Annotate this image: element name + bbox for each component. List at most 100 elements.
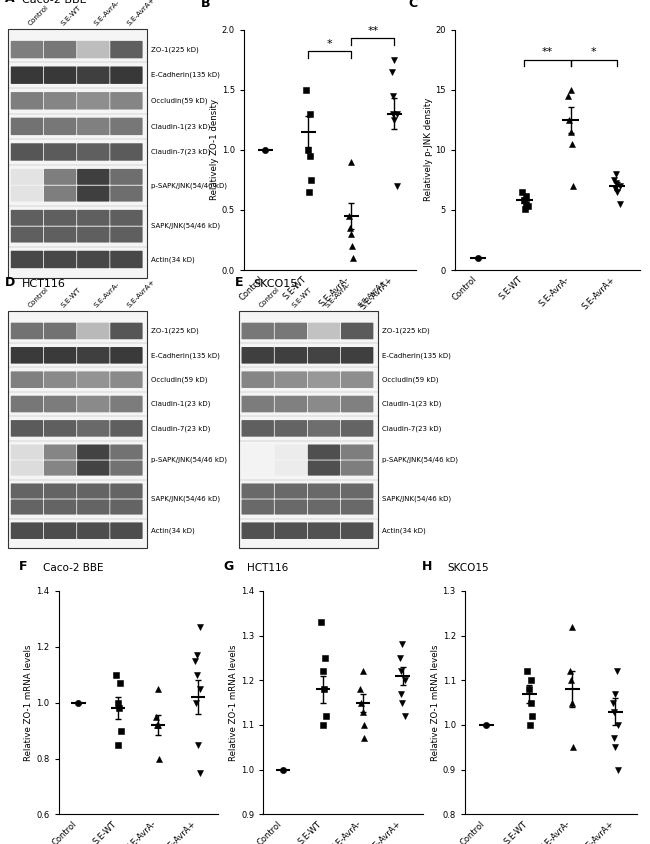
Y-axis label: Relative ZO-1 mRNA levels: Relative ZO-1 mRNA levels [25,644,33,761]
FancyBboxPatch shape [275,322,307,339]
Text: Claudin-1(23 kD): Claudin-1(23 kD) [151,123,210,130]
FancyBboxPatch shape [11,41,43,58]
FancyBboxPatch shape [111,347,142,364]
FancyBboxPatch shape [111,396,142,413]
Bar [8,311,147,548]
FancyBboxPatch shape [111,41,142,58]
FancyBboxPatch shape [242,347,274,364]
FancyBboxPatch shape [242,322,274,339]
Text: p-SAPK/JNK(54/46 kD): p-SAPK/JNK(54/46 kD) [151,457,227,463]
FancyBboxPatch shape [44,143,76,160]
Text: SAPK/JNK(54/46 kD): SAPK/JNK(54/46 kD) [151,495,220,502]
FancyBboxPatch shape [242,445,274,460]
FancyBboxPatch shape [44,322,76,339]
Text: C: C [409,0,418,10]
FancyBboxPatch shape [44,500,76,515]
Text: Actin(34 kD): Actin(34 kD) [151,528,194,534]
FancyBboxPatch shape [111,420,142,436]
FancyBboxPatch shape [111,169,142,185]
Text: B: B [201,0,210,10]
FancyBboxPatch shape [77,169,109,185]
FancyBboxPatch shape [11,461,43,476]
Text: E-Cadherin(135 kD): E-Cadherin(135 kD) [151,352,220,359]
FancyBboxPatch shape [11,445,43,460]
FancyBboxPatch shape [111,143,142,160]
FancyBboxPatch shape [242,396,274,413]
FancyBboxPatch shape [242,484,274,499]
Text: **: ** [542,47,553,57]
FancyBboxPatch shape [11,347,43,364]
FancyBboxPatch shape [308,347,340,364]
FancyBboxPatch shape [341,461,373,476]
FancyBboxPatch shape [308,522,340,539]
FancyBboxPatch shape [111,500,142,515]
FancyBboxPatch shape [11,396,43,413]
FancyBboxPatch shape [11,186,43,202]
FancyBboxPatch shape [11,322,43,339]
Text: *: * [591,47,597,57]
FancyBboxPatch shape [308,445,340,460]
Text: Occludin(59 kD): Occludin(59 kD) [382,376,438,383]
FancyBboxPatch shape [77,117,109,135]
FancyBboxPatch shape [11,210,43,225]
FancyBboxPatch shape [77,420,109,436]
Text: Caco-2 BBE: Caco-2 BBE [43,563,103,573]
FancyBboxPatch shape [77,210,109,225]
FancyBboxPatch shape [11,117,43,135]
FancyBboxPatch shape [111,461,142,476]
Text: S.E-AvrA+: S.E-AvrA+ [126,0,157,26]
FancyBboxPatch shape [77,396,109,413]
FancyBboxPatch shape [11,371,43,388]
FancyBboxPatch shape [111,484,142,499]
FancyBboxPatch shape [308,396,340,413]
FancyBboxPatch shape [242,522,274,539]
FancyBboxPatch shape [275,522,307,539]
FancyBboxPatch shape [77,445,109,460]
FancyBboxPatch shape [44,461,76,476]
Text: S.E-WT: S.E-WT [60,4,83,26]
FancyBboxPatch shape [275,445,307,460]
FancyBboxPatch shape [111,445,142,460]
FancyBboxPatch shape [275,396,307,413]
Text: SKCO15: SKCO15 [253,279,297,289]
FancyBboxPatch shape [77,500,109,515]
Text: Control: Control [27,3,49,26]
FancyBboxPatch shape [111,522,142,539]
FancyBboxPatch shape [275,461,307,476]
Text: HCT116: HCT116 [22,279,66,289]
FancyBboxPatch shape [275,500,307,515]
FancyBboxPatch shape [77,186,109,202]
FancyBboxPatch shape [341,500,373,515]
Text: A: A [5,0,14,5]
FancyBboxPatch shape [111,92,142,110]
Text: E-Cadherin(135 kD): E-Cadherin(135 kD) [382,352,450,359]
FancyBboxPatch shape [77,347,109,364]
FancyBboxPatch shape [77,461,109,476]
FancyBboxPatch shape [341,522,373,539]
FancyBboxPatch shape [242,420,274,436]
Text: *: * [327,39,333,49]
FancyBboxPatch shape [77,92,109,110]
FancyBboxPatch shape [11,484,43,499]
FancyBboxPatch shape [341,484,373,499]
Text: S.E-AvrA+: S.E-AvrA+ [358,279,387,309]
FancyBboxPatch shape [341,445,373,460]
FancyBboxPatch shape [111,227,142,242]
FancyBboxPatch shape [308,500,340,515]
FancyBboxPatch shape [44,522,76,539]
FancyBboxPatch shape [44,445,76,460]
FancyBboxPatch shape [111,67,142,84]
FancyBboxPatch shape [77,371,109,388]
FancyBboxPatch shape [242,371,274,388]
FancyBboxPatch shape [77,67,109,84]
Text: Caco-2 BBE: Caco-2 BBE [22,0,86,5]
FancyBboxPatch shape [44,484,76,499]
Text: H: H [422,560,432,573]
Text: D: D [5,276,15,289]
FancyBboxPatch shape [275,484,307,499]
FancyBboxPatch shape [44,210,76,225]
Text: Actin(34 kD): Actin(34 kD) [151,257,194,262]
Text: F: F [19,560,27,573]
Text: S.E-WT: S.E-WT [60,287,83,309]
FancyBboxPatch shape [77,143,109,160]
